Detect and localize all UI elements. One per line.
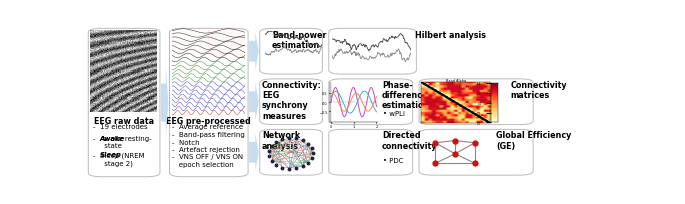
Text: Global Efficiency
(GE): Global Efficiency (GE) <box>496 131 571 150</box>
Text: -  Artefact rejection: - Artefact rejection <box>172 146 240 152</box>
FancyBboxPatch shape <box>329 80 412 125</box>
Text: -  Sleep (NREM
     stage 2): - Sleep (NREM stage 2) <box>93 152 145 166</box>
Text: Phase-
difference
estimation: Phase- difference estimation <box>382 80 430 110</box>
Text: EEG pre-processed: EEG pre-processed <box>166 116 251 125</box>
Text: Connectivity
matrices: Connectivity matrices <box>510 80 567 100</box>
Text: Awake: Awake <box>99 135 125 141</box>
FancyBboxPatch shape <box>419 80 533 125</box>
FancyBboxPatch shape <box>88 29 160 177</box>
Polygon shape <box>249 33 259 71</box>
Text: -  Awake resting-
     state: - Awake resting- state <box>93 135 151 149</box>
Polygon shape <box>249 134 259 171</box>
Text: Hilbert analysis: Hilbert analysis <box>414 31 486 40</box>
Text: Network
analysis: Network analysis <box>262 131 300 150</box>
Text: -  VNS OFF / VNS ON
   epoch selection: - VNS OFF / VNS ON epoch selection <box>172 154 243 167</box>
FancyBboxPatch shape <box>169 29 248 177</box>
Text: -  Average reference: - Average reference <box>172 124 243 130</box>
Text: Connectivity:
EEG
synchrony
measures: Connectivity: EEG synchrony measures <box>262 80 322 120</box>
Text: EEG raw data: EEG raw data <box>94 116 154 125</box>
Text: -  Notch: - Notch <box>172 139 200 145</box>
FancyBboxPatch shape <box>260 80 323 125</box>
Text: Band-power
estimation: Band-power estimation <box>272 31 327 50</box>
Text: -  19 electrodes: - 19 electrodes <box>93 124 148 130</box>
Text: -  Band-pass filtering: - Band-pass filtering <box>172 131 245 137</box>
Polygon shape <box>249 83 259 121</box>
Text: Sleep: Sleep <box>99 152 121 158</box>
Polygon shape <box>161 69 169 137</box>
FancyBboxPatch shape <box>419 130 533 175</box>
FancyBboxPatch shape <box>260 29 323 75</box>
Text: • wPLI: • wPLI <box>384 111 406 117</box>
FancyBboxPatch shape <box>329 29 416 75</box>
FancyBboxPatch shape <box>329 130 412 175</box>
FancyBboxPatch shape <box>260 130 323 175</box>
Text: • PDC: • PDC <box>384 157 404 163</box>
Text: Directed
connectivity: Directed connectivity <box>382 131 437 150</box>
